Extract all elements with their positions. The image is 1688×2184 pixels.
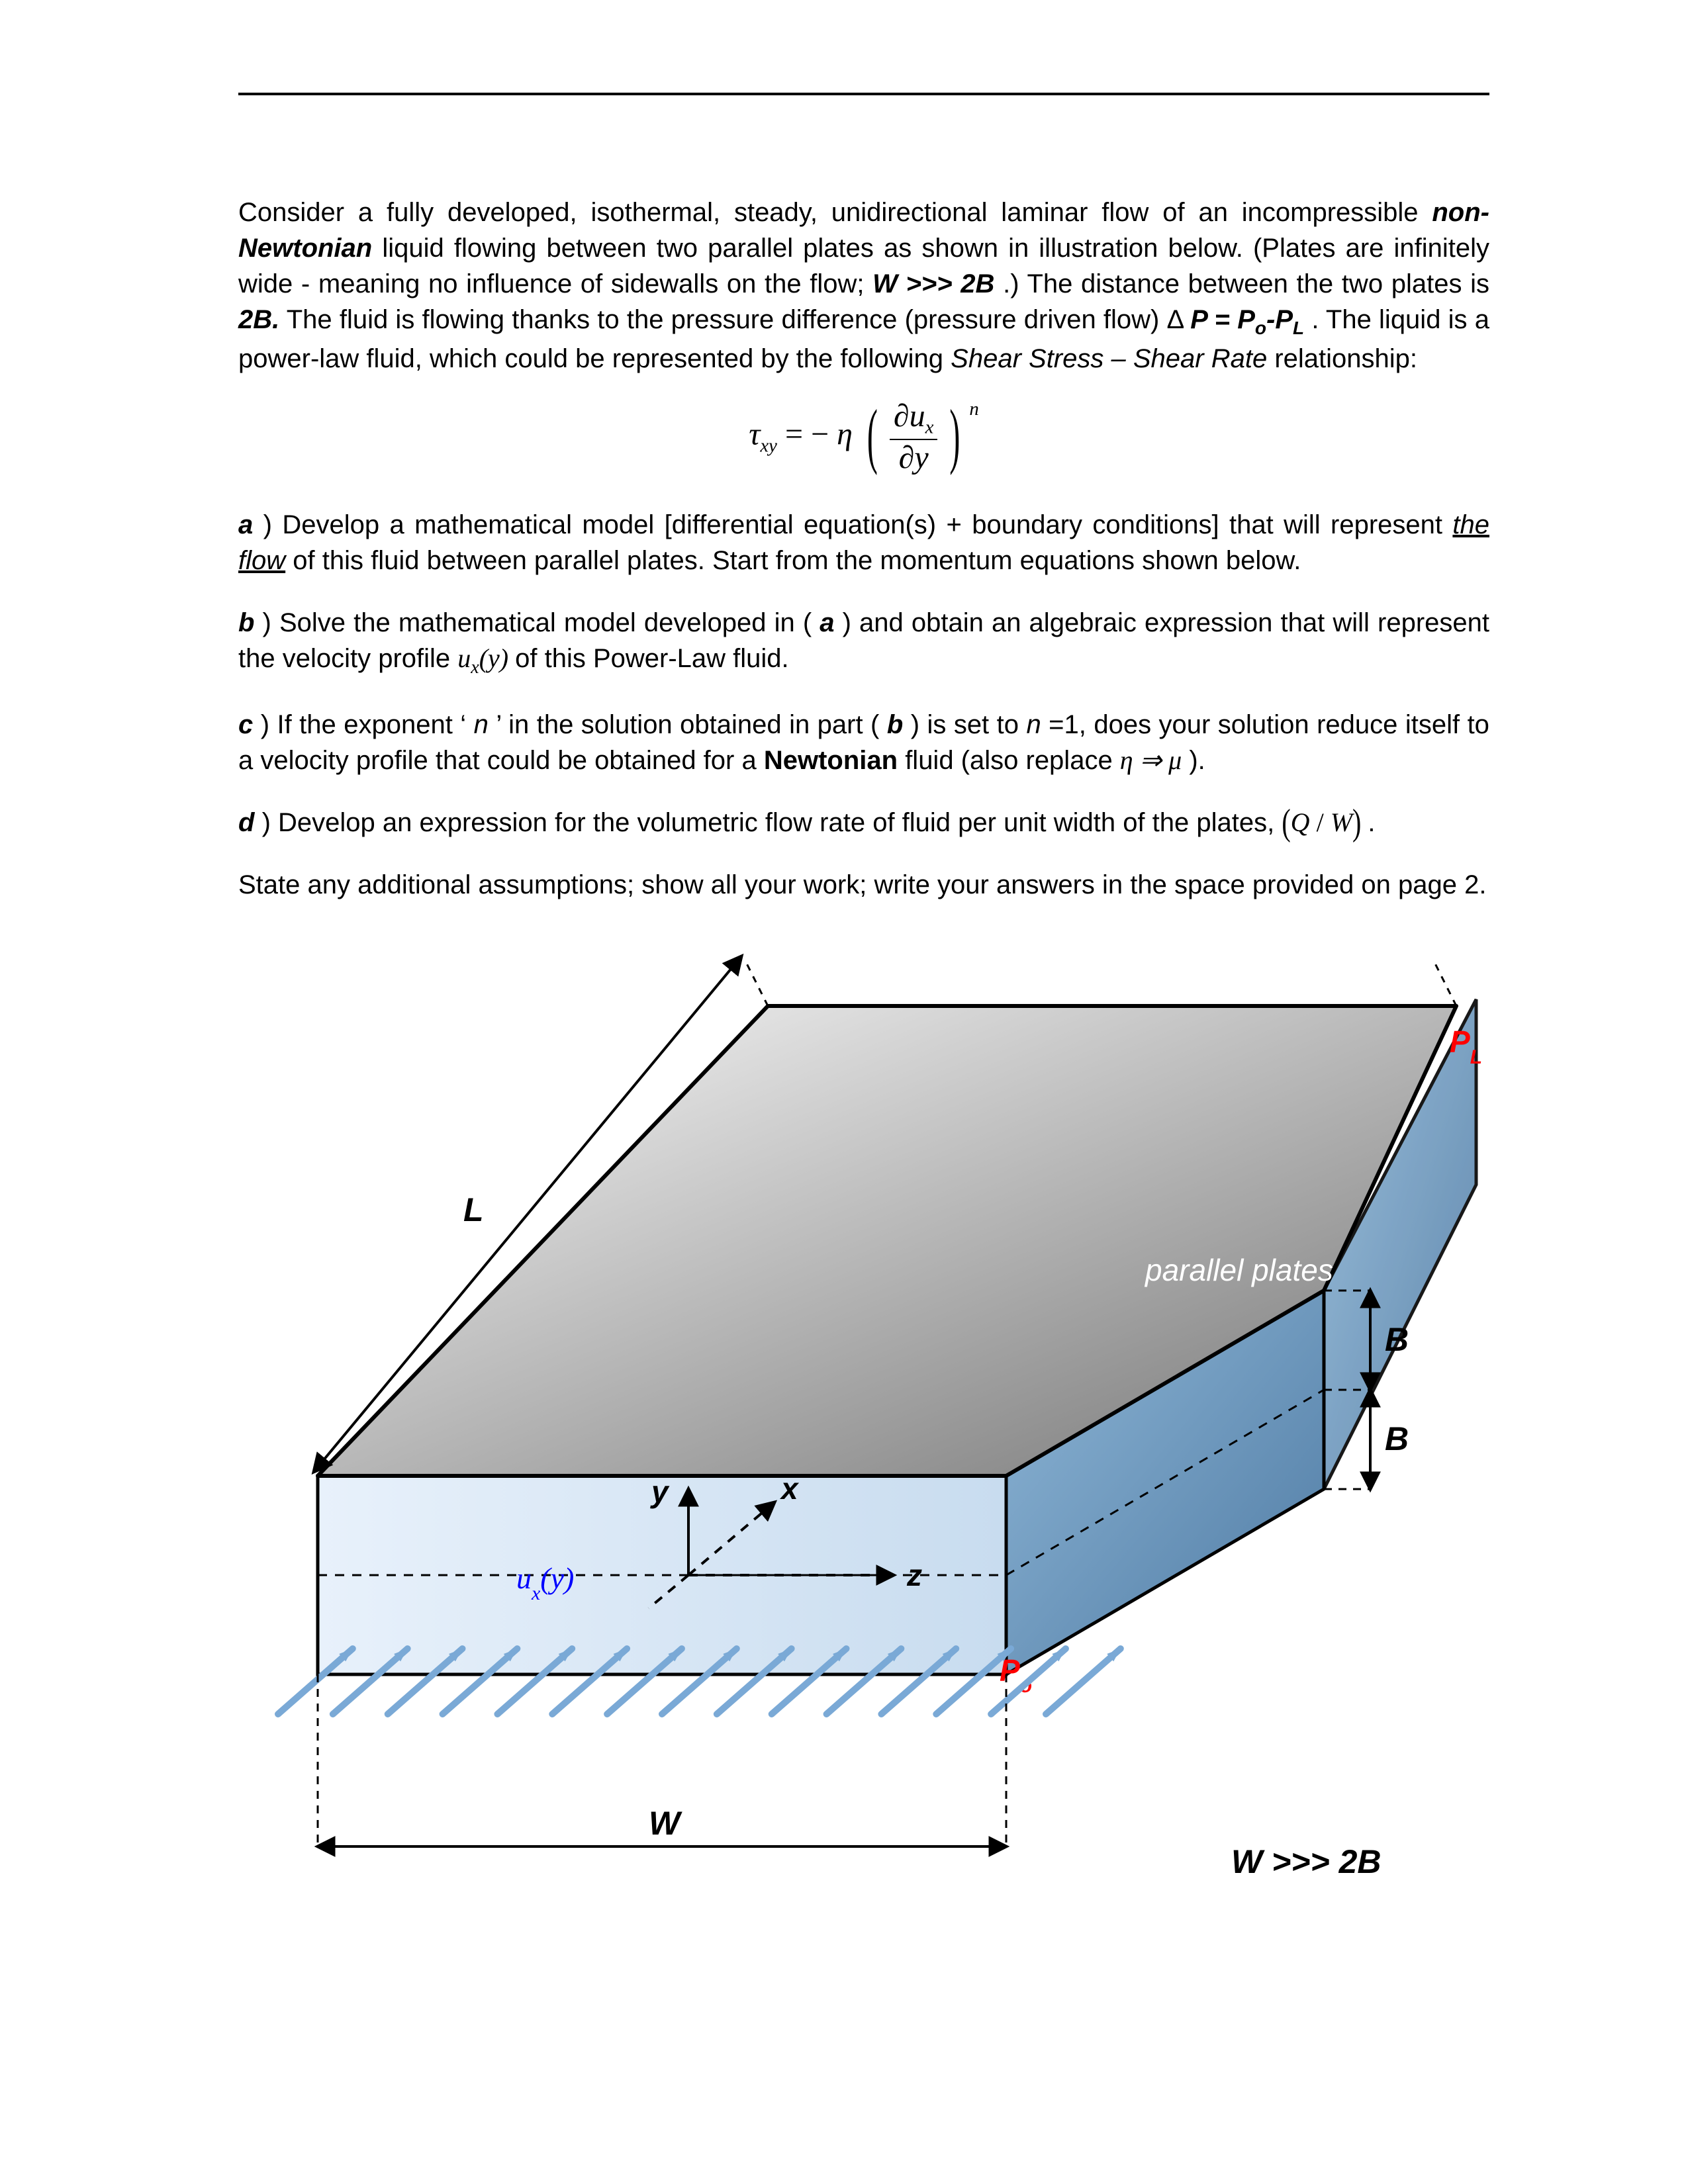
eq-equals: = − — [785, 417, 829, 452]
label-wgg2b: W >>> 2B — [1231, 1843, 1382, 1880]
part-c-b: b — [887, 710, 903, 739]
text: .) The distance between the two plates i… — [1003, 269, 1489, 298]
text: of this fluid between parallel plates. S… — [293, 546, 1301, 575]
tau-sub-xy: xy — [760, 435, 777, 456]
label-L: L — [463, 1191, 484, 1228]
eq-content: τxy = − η ( ∂ux ∂y ) n — [749, 400, 979, 474]
eta: η — [837, 417, 853, 452]
part-c-n2: n — [1026, 710, 1041, 739]
text: . — [1368, 808, 1375, 837]
part-a: a ) Develop a mathematical model [differ… — [238, 507, 1489, 578]
p-l-sub: L — [1293, 318, 1304, 338]
q-over-w: (Q / W) — [1282, 807, 1368, 837]
ux-y-inline: ux(y) — [457, 643, 515, 673]
ux-arg: (y) — [479, 643, 508, 673]
part-c-lead: c — [238, 710, 253, 739]
diagram: Lparallel platesPLPozyxux(y)WBBW >>> 2B — [238, 927, 1489, 1956]
label-W: W — [649, 1805, 682, 1842]
label-parallel-plates: parallel plates — [1144, 1253, 1333, 1287]
delta-p-mid: -P — [1266, 305, 1293, 334]
dash — [1433, 960, 1456, 1006]
text: ) If the exponent ‘ — [261, 710, 466, 739]
ux-sub: x — [471, 657, 479, 678]
text: ) Develop an expression for the volumetr… — [262, 808, 1282, 837]
label-y: y — [650, 1475, 670, 1509]
dash — [745, 960, 768, 1006]
top-rule — [238, 93, 1489, 95]
text: The fluid is flowing thanks to the press… — [287, 305, 1183, 334]
eq-sup-n: n — [969, 398, 978, 420]
label-x: x — [779, 1471, 800, 1506]
du: ∂u — [894, 398, 925, 433]
eta-to-mu: η ⇒ μ — [1120, 745, 1182, 775]
part-d-lead: d — [238, 808, 254, 837]
shear-stress-rate: Shear Stress – Shear Rate — [951, 344, 1267, 373]
text: of this Power-Law fluid. — [515, 644, 789, 673]
part-b: b ) Solve the mathematical model develop… — [238, 605, 1489, 680]
text: ) is set to — [911, 710, 1027, 739]
tau: τ — [749, 417, 760, 452]
text: relationship: — [1274, 344, 1417, 373]
text: ’ in the solution obtained in part ( — [496, 710, 879, 739]
dy: ∂y — [899, 440, 929, 475]
paren-open: ( — [861, 416, 890, 451]
fraction: ∂ux ∂y — [890, 400, 938, 474]
label-B-upper: B — [1385, 1321, 1409, 1358]
two-b: 2B. — [238, 305, 279, 334]
text: fluid (also replace — [905, 746, 1120, 775]
diagram-svg: Lparallel platesPLPozyxux(y)WBBW >>> 2B — [238, 927, 1489, 1952]
part-c-n1: n — [474, 710, 489, 739]
ux: u — [457, 643, 471, 673]
part-b-lead: b — [238, 608, 254, 637]
text: ). — [1189, 746, 1205, 775]
text: ) Develop a mathematical model [differen… — [263, 510, 1453, 539]
note: State any additional assumptions; show a… — [238, 867, 1489, 903]
du-x: x — [925, 416, 934, 437]
part-a-lead: a — [238, 510, 253, 539]
page: Consider a fully developed, isothermal, … — [0, 0, 1688, 2184]
part-b-a: a — [820, 608, 834, 637]
part-c: c ) If the exponent ‘ n ’ in the solutio… — [238, 707, 1489, 778]
w-gg-2b-inline: W >>> 2B — [872, 269, 994, 298]
p-o-sub: o — [1255, 318, 1266, 338]
delta-p: P = P — [1190, 305, 1255, 334]
intro-paragraph: Consider a fully developed, isothermal, … — [238, 195, 1489, 377]
equation-tau: τxy = − η ( ∂ux ∂y ) n — [238, 400, 1489, 474]
newtonian: Newtonian — [764, 746, 898, 775]
text: Consider a fully developed, isothermal, … — [238, 198, 1432, 227]
text: ) Solve the mathematical model developed… — [263, 608, 812, 637]
part-d: d ) Develop an expression for the volume… — [238, 805, 1489, 841]
paren-close: ) — [945, 416, 969, 451]
label-B-lower: B — [1385, 1420, 1409, 1457]
label-z: z — [906, 1558, 922, 1592]
